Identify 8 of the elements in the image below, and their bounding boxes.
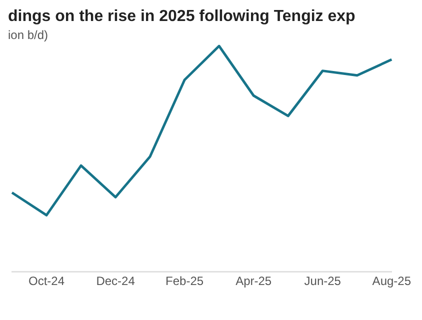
x-tick-label: Feb-25 [166, 274, 204, 288]
chart-subtitle: ion b/d) [8, 28, 50, 42]
x-tick-label: Dec-24 [96, 274, 136, 288]
x-tick-label: Jun-25 [304, 274, 342, 288]
chart-title: dings on the rise in 2025 following Tengiz exp [8, 8, 356, 26]
x-tick-label: Aug-25 [372, 274, 412, 288]
x-tick-label: Oct-24 [28, 274, 65, 288]
x-tick-label: Apr-25 [236, 274, 272, 288]
